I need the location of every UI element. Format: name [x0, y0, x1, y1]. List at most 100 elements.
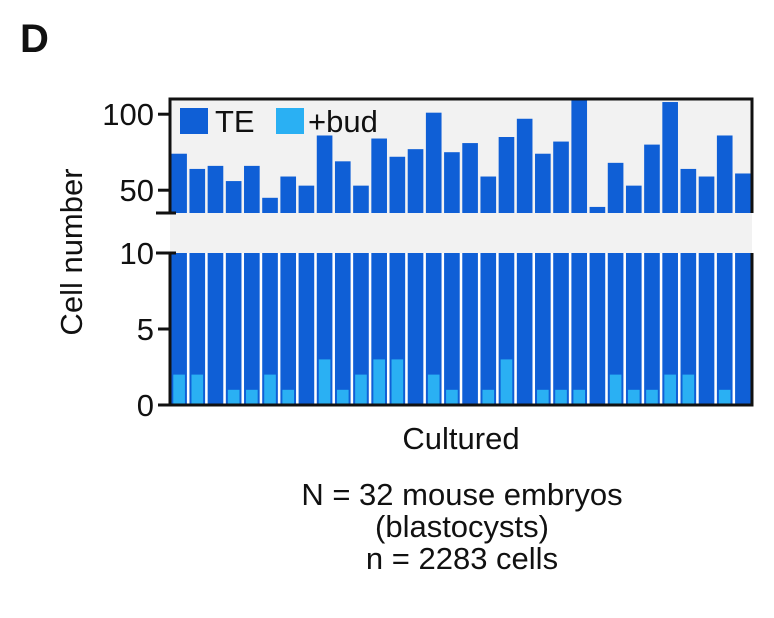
bar-te-lower-11 — [353, 253, 369, 405]
panel-label: D — [20, 17, 49, 61]
bar-te-lower-2 — [189, 253, 206, 405]
bar-te-upper-8 — [298, 185, 315, 213]
legend-label-bud: +bud — [308, 104, 378, 139]
bar-bud-23 — [573, 389, 586, 405]
bar-te-lower-14 — [407, 253, 424, 405]
bar-te-upper-20 — [516, 118, 533, 213]
bar-te-upper-17 — [462, 143, 478, 213]
bar-te-lower-5 — [244, 253, 260, 405]
bar-te-upper-15 — [425, 112, 442, 213]
bar-te-lower-29 — [680, 253, 697, 405]
bar-bud-9 — [318, 359, 331, 405]
bar-bud-1 — [173, 374, 185, 405]
bar-te-lower-4 — [225, 253, 242, 405]
bar-te-lower-30 — [698, 253, 715, 405]
bar-bud-22 — [555, 389, 567, 405]
bar-bud-7 — [282, 389, 295, 405]
bar-te-lower-1 — [171, 253, 187, 405]
bar-bud-27 — [646, 389, 658, 405]
bar-te-lower-7 — [280, 253, 297, 405]
y-tick-label-upper-50: 50 — [120, 173, 154, 208]
bar-te-upper-2 — [189, 168, 206, 213]
bar-te-upper-19 — [498, 137, 515, 213]
bar-te-lower-31 — [716, 253, 733, 405]
bar-te-upper-30 — [698, 176, 715, 213]
bar-te-lower-18 — [480, 253, 497, 405]
bar-te-lower-21 — [535, 253, 551, 405]
bar-te-upper-10 — [334, 161, 351, 213]
y-tick-label-lower-0: 0 — [137, 388, 154, 423]
bar-te-upper-25 — [607, 162, 624, 213]
bar-te-lower-25 — [607, 253, 624, 405]
bar-te-upper-7 — [280, 176, 297, 213]
bar-te-upper-5 — [244, 165, 260, 213]
bar-te-lower-32 — [735, 253, 751, 405]
bar-te-lower-10 — [334, 253, 351, 405]
y-tick-label-lower-10: 10 — [120, 236, 154, 271]
bar-te-upper-6 — [262, 197, 278, 213]
bar-bud-16 — [446, 389, 458, 405]
bar-te-upper-27 — [644, 144, 660, 213]
bar-bud-2 — [191, 374, 204, 405]
y-axis-title: Cell number — [54, 168, 89, 335]
bar-bud-15 — [427, 374, 440, 405]
y-tick-label-lower-5: 5 — [137, 312, 154, 347]
legend-label-te: TE — [215, 104, 255, 139]
bar-te-upper-3 — [207, 165, 224, 213]
legend-swatch-te — [180, 108, 208, 134]
bar-te-lower-24 — [589, 253, 606, 405]
bars-group — [171, 99, 751, 405]
bar-bud-31 — [718, 389, 731, 405]
bar-bud-25 — [609, 374, 622, 405]
upper-axis-frame — [168, 97, 754, 213]
bar-te-lower-17 — [462, 253, 478, 405]
bar-te-upper-26 — [625, 185, 642, 213]
bar-te-upper-4 — [225, 181, 242, 213]
bar-te-upper-22 — [553, 141, 569, 213]
bar-te-lower-15 — [425, 253, 442, 405]
bar-te-upper-1 — [171, 153, 187, 213]
ticks-group: 0 5 10 50 100 — [102, 97, 170, 423]
bar-bud-18 — [482, 389, 495, 405]
bar-te-lower-3 — [207, 253, 224, 405]
caption-line-1: N = 32 mouse embryos — [301, 477, 622, 512]
bar-bud-10 — [336, 389, 349, 405]
y-tick-label-upper-100: 100 — [102, 97, 154, 132]
bar-bud-29 — [682, 374, 695, 405]
bar-te-lower-22 — [553, 253, 569, 405]
bar-te-upper-11 — [353, 185, 369, 213]
bar-te-upper-32 — [735, 173, 751, 213]
bar-te-upper-31 — [716, 135, 733, 213]
bar-bud-12 — [373, 359, 385, 405]
legend-swatch-bud — [276, 108, 304, 134]
bar-te-lower-26 — [625, 253, 642, 405]
bar-te-upper-24 — [589, 206, 606, 213]
bar-te-lower-8 — [298, 253, 315, 405]
bar-bud-6 — [264, 374, 276, 405]
bar-te-upper-28 — [662, 102, 678, 213]
bar-te-upper-16 — [444, 152, 460, 213]
caption-line-3: n = 2283 cells — [366, 541, 558, 576]
bar-bud-26 — [627, 389, 640, 405]
bar-bud-28 — [664, 374, 676, 405]
bar-te-upper-12 — [371, 138, 387, 213]
bar-te-upper-29 — [680, 168, 697, 213]
caption-line-2: (blastocysts) — [375, 509, 549, 544]
x-axis-title: Cultured — [402, 421, 519, 456]
bar-te-lower-16 — [444, 253, 460, 405]
bar-bud-4 — [227, 389, 240, 405]
bar-bud-5 — [246, 389, 258, 405]
bar-bud-13 — [391, 359, 404, 405]
bar-bud-11 — [355, 374, 367, 405]
bar-te-lower-23 — [571, 253, 588, 405]
bar-te-upper-23 — [571, 99, 588, 213]
bar-te-upper-9 — [316, 135, 333, 213]
bar-te-upper-13 — [389, 156, 406, 213]
axis-break-band — [170, 213, 752, 253]
bar-te-lower-20 — [516, 253, 533, 405]
bar-te-upper-14 — [407, 149, 424, 213]
bar-te-lower-6 — [262, 253, 278, 405]
bar-te-lower-27 — [644, 253, 660, 405]
bar-bud-19 — [500, 359, 513, 405]
